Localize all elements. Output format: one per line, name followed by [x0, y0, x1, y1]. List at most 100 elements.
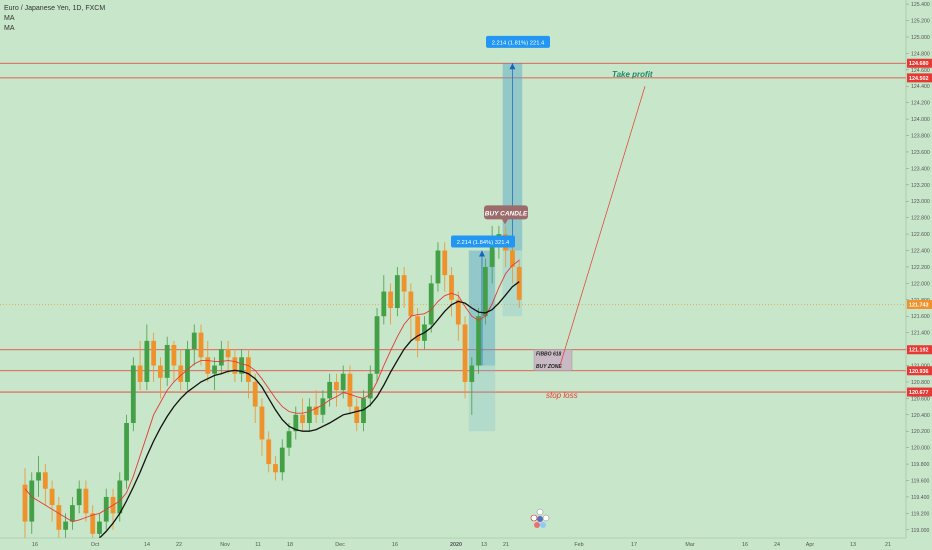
candle-body-64 [455, 299, 461, 325]
price-tick-label-30: 125.000 [911, 35, 930, 41]
projection-line [559, 86, 646, 366]
price-label-bg-4 [907, 366, 932, 376]
idea-icon-4 [542, 514, 550, 522]
price-tick-label-29: 124.800 [911, 51, 930, 57]
candle-body-73 [516, 266, 522, 300]
time-tick-label-17: Apr [806, 542, 815, 548]
price-tick-label-17: 122.400 [911, 249, 930, 255]
time-tick-label-11: 21 [503, 542, 509, 548]
candle-body-56 [401, 275, 407, 292]
price-tick-label-28: 124.600 [911, 68, 930, 74]
take-profit-label: Take profit [612, 70, 653, 79]
price-tick-label-6: 120.200 [911, 429, 930, 435]
candle-body-60 [428, 283, 434, 325]
long-position-2-arrow-head [509, 63, 516, 70]
candle-body-5 [56, 505, 62, 530]
candle-body-17 [137, 365, 143, 382]
price-tick-label-18: 122.600 [911, 232, 930, 238]
candle-body-4 [49, 488, 55, 506]
price-tick-label-27: 124.400 [911, 84, 930, 90]
price-tick-label-8: 120.600 [911, 396, 930, 402]
candle-body-6 [63, 521, 69, 530]
price-tick-label-5: 120.000 [911, 446, 930, 452]
time-tick-label-16: 24 [774, 542, 780, 548]
time-tick-label-15: 16 [742, 542, 748, 548]
time-axis-bg [0, 538, 932, 550]
price-axis-bg [906, 0, 932, 550]
time-tick-label-5: 11 [255, 542, 261, 548]
price-tick-label-4: 119.800 [911, 462, 929, 468]
candle-body-67 [476, 316, 481, 366]
candle-body-1 [29, 480, 35, 522]
long-position-1-arrow-head [478, 250, 485, 257]
symbol-label: Euro / Japanese Yen, 1D, FXCM [4, 5, 106, 12]
candle-body-68 [482, 266, 488, 317]
candle-body-8 [76, 488, 82, 506]
candle-body-14 [117, 480, 123, 514]
price-tick-label-25: 124.000 [911, 117, 930, 123]
candle-body-7 [69, 505, 75, 522]
time-tick-label-13: 17 [631, 542, 637, 548]
candle-body-49 [354, 406, 360, 424]
price-label-3: 121.192 [909, 348, 929, 354]
price-tick-label-32: 125.400 [911, 2, 930, 8]
time-tick-label-4: Nov [220, 542, 230, 548]
candle-body-40 [293, 414, 299, 432]
buy-candle-pointer [502, 219, 508, 225]
price-label-bg-5 [907, 387, 932, 397]
candle-body-37 [273, 464, 278, 473]
time-tick-label-3: 22 [176, 542, 182, 548]
candle-body-22 [171, 344, 177, 366]
time-tick-label-0: 16 [32, 542, 38, 548]
candle-body-3 [42, 472, 48, 489]
price-label-bg-0 [907, 58, 932, 68]
candle-body-9 [83, 488, 89, 514]
price-tick-label-16: 122.200 [911, 265, 930, 271]
candle-body-41 [300, 414, 305, 424]
stop-loss-label: stop loss [546, 391, 578, 400]
time-tick-label-19: 21 [885, 542, 891, 548]
buy-candle-label: BUY CANDLE [485, 210, 528, 217]
candle-body-25 [191, 332, 197, 350]
candle-body-36 [266, 439, 272, 465]
candle-body-18 [144, 340, 150, 382]
candle-body-24 [185, 349, 190, 382]
candle-body-19 [151, 340, 157, 366]
long-position-1-label: 2.214 (1.84%) 321.4 [457, 240, 510, 246]
price-label-0: 124.680 [909, 61, 929, 67]
long-position-2-label: 2.214 (1.81%) 221.4 [492, 40, 545, 46]
idea-icon-5 [534, 522, 540, 528]
candle-body-57 [408, 291, 414, 317]
time-tick-label-6: 18 [287, 542, 293, 548]
price-tick-label-20: 123.000 [911, 199, 930, 205]
candle-body-29 [218, 349, 224, 366]
candle-body-63 [449, 275, 454, 300]
candle-body-20 [158, 365, 163, 378]
candle-body-47 [340, 373, 346, 391]
candle-body-50 [361, 398, 366, 424]
candle-body-38 [279, 447, 285, 473]
time-tick-label-9: 2020 [450, 542, 462, 548]
candle-body-52 [374, 316, 380, 374]
candle-body-10 [90, 513, 96, 534]
candle-body-39 [286, 431, 292, 448]
candle-body-65 [462, 324, 468, 382]
candle-body-21 [164, 344, 170, 378]
candle-body-62 [442, 250, 448, 276]
candle-body-42 [306, 406, 312, 424]
candle-body-61 [435, 250, 441, 284]
chart-legend: Euro / Japanese Yen, 1D, FXCM MA MA [4, 4, 105, 34]
price-tick-label-22: 123.400 [911, 166, 930, 172]
idea-icon-3 [537, 516, 543, 522]
price-label-bg-1 [907, 73, 932, 83]
candle-body-72 [510, 250, 515, 267]
price-tick-label-7: 120.400 [911, 413, 930, 419]
price-tick-label-21: 123.200 [911, 183, 930, 189]
candle-body-11 [97, 521, 102, 534]
candle-body-32 [239, 357, 245, 374]
buy-candle-callout [484, 205, 528, 220]
fibbo-label: FIBBO 618 [536, 352, 562, 358]
candle-body-43 [313, 406, 319, 415]
